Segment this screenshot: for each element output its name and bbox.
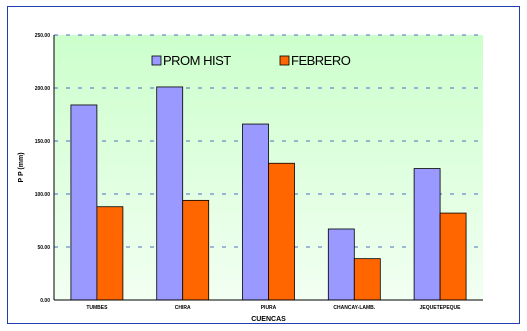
bar-prom-hist [327,228,355,301]
bar-prom-hist [156,86,184,301]
bar-febrero [182,199,210,301]
x-tick-label: CHANCAY-LAMB. [333,305,375,311]
y-tick-label: 200.00 [35,86,51,92]
y-tick-label: 50.00 [37,245,50,251]
legend-label-prom-hist: PROM HIST [163,53,231,68]
legend-swatch-febrero [279,55,290,66]
x-axis-title: CUENCAS [251,316,286,323]
y-tick-label: 250.00 [35,33,51,39]
x-tick-labels: TUMBES CHIRA PIURA CHANCAY-LAMB. JEQUETEPEQU… [86,305,461,311]
bars [70,86,467,301]
y-tick-label: 100.00 [35,192,51,198]
bar-prom-hist [242,123,269,301]
bar-febrero [439,212,467,301]
y-tick-labels: 0.00 50.00 100.00 150.00 200.00 250.00 [35,33,51,304]
bar-febrero [353,258,381,301]
x-tick-label: TUMBES [86,305,108,311]
bar-prom-hist [413,168,441,301]
x-tick-label: JEQUETEPEQUE [420,305,462,311]
bar-febrero [96,206,124,301]
legend-label-febrero: FEBRERO [291,53,351,68]
bar-febrero [268,162,295,301]
x-tick-label: CHIRA [175,305,191,311]
x-tick-label: PIURA [261,305,277,311]
y-tick-label: 0.00 [40,298,50,304]
legend: PROM HIST FEBRERO [151,53,351,68]
y-tick-label: 150.00 [35,139,51,145]
legend-swatch-prom-hist [151,55,162,66]
y-axis-title: P P (mm) [18,152,25,182]
bar-prom-hist [70,104,98,301]
